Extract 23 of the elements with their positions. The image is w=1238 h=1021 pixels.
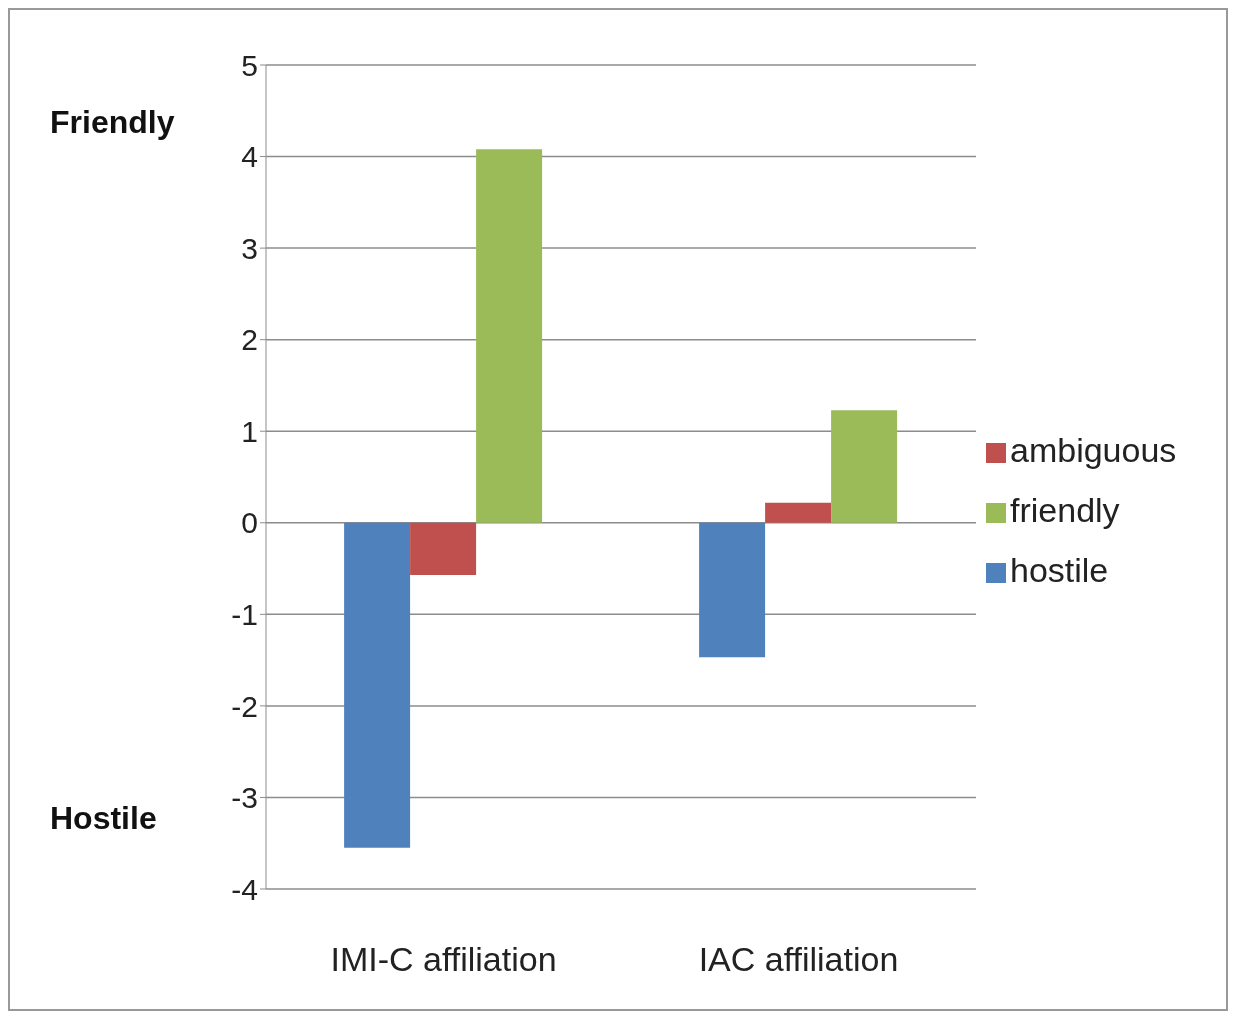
bar [831, 410, 898, 523]
y-tick-label: 0 [241, 506, 258, 540]
y-tick-label: -3 [231, 781, 258, 815]
y-tick-label: -2 [231, 689, 258, 723]
y-tick-label: 3 [241, 231, 258, 265]
legend-label: hostile [1010, 550, 1109, 589]
y-tick-label: 4 [241, 140, 258, 174]
y-tick-label: -4 [231, 872, 258, 906]
legend-label: friendly [1010, 490, 1120, 529]
bar [476, 149, 543, 523]
bar [344, 522, 411, 848]
y-tick-label: -1 [231, 597, 258, 631]
y-tick-label: 2 [241, 323, 258, 357]
y-tick-label: 5 [241, 48, 258, 82]
y-tick-label: 1 [241, 414, 258, 448]
x-tick-label: IAC affiliation [698, 940, 899, 979]
bar [765, 502, 832, 523]
text: Friendly [50, 103, 176, 141]
bar [699, 522, 766, 658]
text: Hostile [50, 800, 158, 838]
x-tick-label: IMI-C affiliation [330, 940, 557, 979]
bar [410, 522, 477, 575]
legend-label: ambiguous [1010, 430, 1177, 469]
